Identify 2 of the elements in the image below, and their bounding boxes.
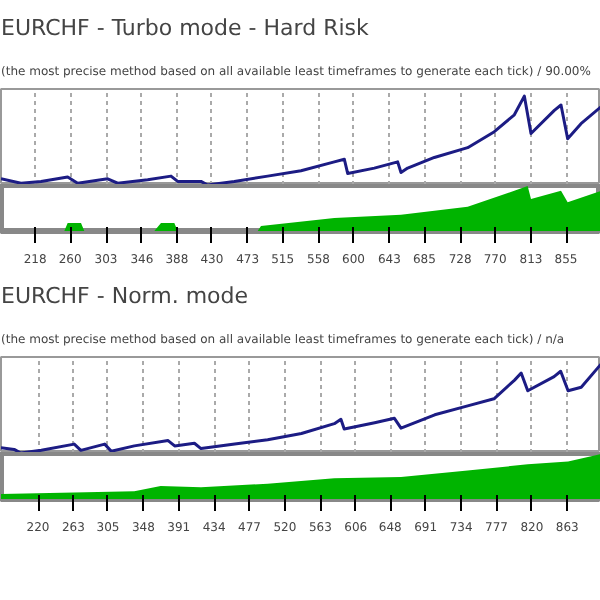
chart-title: EURCHF - Turbo mode - Hard Risk — [1, 15, 370, 41]
chart-title: EURCHF - Norm. mode — [1, 283, 249, 309]
